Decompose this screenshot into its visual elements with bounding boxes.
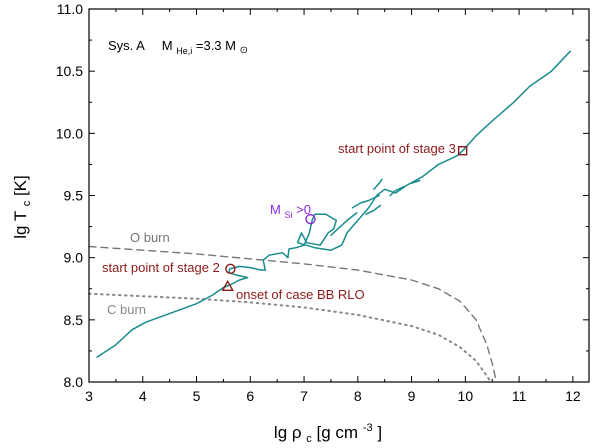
x-tick-label: 5 (193, 388, 201, 404)
y-tick-label: 11.0 (57, 1, 83, 17)
msi-marker (305, 213, 316, 225)
y-tick-label: 8.0 (64, 374, 84, 390)
stage2-marker (225, 263, 236, 275)
x-axis-end: ] (377, 423, 382, 442)
plot-frame (88, 8, 590, 383)
evolution-track-segment (410, 179, 421, 184)
y-axis-main: lg T (11, 211, 30, 239)
x-tick-label: 11 (512, 388, 527, 404)
x-axis-rest: [g cm (317, 423, 359, 442)
evolution-track-segment (351, 194, 381, 209)
o-burn-line (88, 245, 498, 383)
msi-main: M (270, 202, 281, 217)
x-tick-label: 4 (139, 388, 147, 404)
mass-subscript: He,i (176, 46, 192, 56)
mass-value: =3.3 M (196, 38, 236, 53)
sun-symbol-icon: ⊙ (240, 45, 248, 56)
axis-ticks: 3 4 5 6 7 8 9 10 11 12 8.0 8.5 9.0 9.5 10.0 10.5 11.0 (56, 1, 589, 404)
x-tick-label: 12 (565, 388, 581, 404)
markers (221, 146, 468, 291)
y-axis-sub: c (21, 200, 33, 206)
x-tick-label: 8 (354, 388, 362, 404)
x-tick-label: 10 (458, 388, 474, 404)
evolution-track-segment (373, 178, 383, 191)
x-tick-label: 7 (300, 388, 308, 404)
system-header: Sys. A M He,i =3.3 M ⊙ (108, 38, 248, 57)
c-burn-label: C burn (107, 302, 146, 317)
evolution-track-segment (389, 186, 405, 197)
y-tick-label: 8.5 (64, 312, 84, 328)
stage3-label: start point of stage 3 (338, 141, 456, 156)
c-burn-line (88, 292, 492, 383)
reference-lines (88, 245, 498, 383)
msi-condition: >0 (296, 202, 311, 217)
evolution-track (96, 50, 571, 358)
data-series (96, 50, 571, 358)
case-bb-marker (221, 279, 234, 291)
x-tick-label: 9 (408, 388, 416, 404)
y-tick-label: 10.0 (56, 125, 83, 141)
stage2-label: start point of stage 2 (102, 260, 220, 275)
msi-subscript: Si (284, 210, 292, 220)
o-burn-label: O burn (130, 230, 170, 245)
system-name: Sys. A (108, 38, 145, 53)
case-bb-label: onset of case BB RLO (236, 287, 365, 302)
y-tick-label: 9.0 (64, 250, 84, 266)
x-axis-main: lg ρ (274, 423, 302, 442)
x-tick-label: 6 (246, 388, 254, 404)
stage3-marker (457, 146, 468, 156)
msi-label: M Si >0 (270, 202, 311, 221)
y-axis-rest: [K] (11, 175, 30, 196)
y-axis-label: lg T c [K] (11, 175, 34, 239)
mass-symbol: M (162, 38, 173, 53)
x-axis-sup: -3 (363, 422, 373, 434)
y-tick-label: 10.5 (56, 63, 83, 79)
evolution-track-segment (330, 212, 358, 237)
x-axis-sub: c (306, 433, 312, 445)
x-axis-label: lg ρ c [g cm -3 ] (274, 416, 382, 446)
y-tick-label: 9.5 (64, 188, 84, 204)
x-tick-label: 3 (85, 388, 93, 404)
evolution-track-segment (365, 204, 382, 215)
